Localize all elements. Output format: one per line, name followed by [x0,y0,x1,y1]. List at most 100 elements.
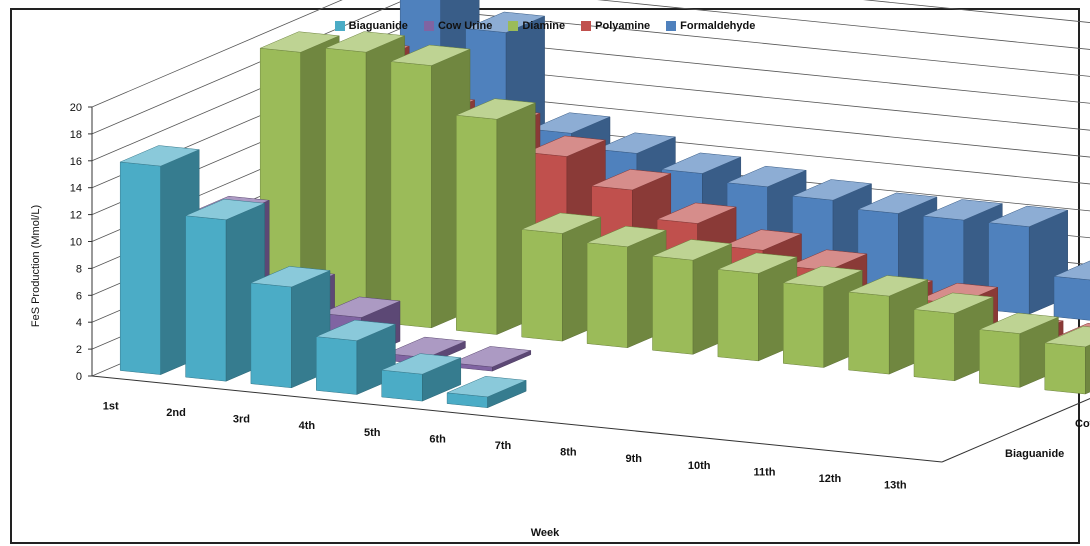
bar-top-face [987,205,1069,227]
bar-front-face [250,282,292,389]
bar-front-face [185,215,227,382]
gridline [441,91,1090,158]
legend-item: Polyamine [581,20,650,32]
bar-top-face [847,275,929,297]
legend-label: Biaguanide [348,20,408,32]
x-axis-line [91,375,943,463]
bar-top-face [119,145,201,167]
bar-front-face [848,291,890,375]
y-tick-label: 2 [76,344,82,356]
x-tick-label: 6th [429,433,446,445]
bar-top-face [446,376,528,398]
chart-legend: Biaguanide Cow Urine Diamine Polyamine Forma… [0,20,1090,32]
x-tick-label: 12th [819,473,842,485]
bar-formaldehyde [1053,260,1090,321]
bar-top-face [525,135,607,157]
bar-front-face [586,242,628,348]
bar-top-face [319,296,401,318]
bar-front-face [717,269,759,362]
y-tick-label: 16 [70,156,82,168]
x-tick-label: 2nd [166,407,186,419]
bar-top-face [520,212,602,234]
bar-top-face [1043,326,1090,348]
bar-top-face [726,165,808,188]
bar-top-face [184,198,266,221]
bar-top-face [324,31,406,53]
bar-front-face [652,255,694,355]
y-axis-label: FeS Production (Mmol/L) [30,204,42,328]
depth-axis-line [941,398,1090,463]
depth-tick-label: Biaguanide [1005,448,1064,460]
bar-front-face [521,229,563,342]
legend-swatch [581,21,592,31]
bar-top-face [782,265,864,288]
bar-front-face [1044,342,1086,395]
y-tick-label: 18 [70,129,82,141]
legend-swatch [666,21,677,31]
y-tick-label: 8 [76,263,82,275]
bar-front-face [979,329,1021,388]
bar-diamine [1043,326,1090,395]
bar-top-face [450,346,532,368]
x-tick-label: 7th [495,440,512,452]
x-tick-label: 1st [103,400,119,412]
legend-swatch [423,21,434,31]
y-tick-label: 6 [76,290,82,302]
bar-biaguanide [446,376,528,409]
bar-top-face [1053,260,1090,281]
legend-swatch [334,21,345,31]
x-tick-label: 5th [364,427,381,439]
depth-tick-label: Cow Urine [1075,418,1090,430]
y-tick-label: 12 [70,210,82,222]
legend-item: Formaldehyde [666,20,755,32]
bar-top-face [590,169,672,191]
bar-top-face [455,98,537,120]
y-tick-label: 20 [70,102,82,114]
bar-front-face [390,61,432,329]
bar-cow-urine [450,346,532,372]
bar-top-face [913,292,995,314]
bar-front-face [456,114,498,335]
bar-top-face [978,312,1060,334]
bar-top-face [380,353,462,375]
x-tick-label: 9th [626,453,643,465]
bar-side-face [1085,344,1090,395]
legend-label: Cow Urine [437,20,493,32]
x-tick-label: 3rd [233,414,250,426]
x-tick-label: 13th [884,480,907,492]
bar-top-face [791,179,873,201]
bar-top-face [464,11,546,33]
bar-biaguanide [380,353,462,402]
bar-top-face [529,112,611,134]
bar-top-face [586,225,668,248]
bar-front-face [913,309,955,382]
bar-front-face [119,161,161,375]
bar-top-face [259,31,341,53]
legend-label: Polyamine [595,20,651,32]
legend-label: Diamine [522,20,566,32]
bar-top-face [660,152,742,174]
y-tick-label: 14 [70,183,82,195]
bar-top-face [716,252,798,274]
bar-top-face [595,132,677,154]
x-axis-label: Week [530,527,560,539]
legend-item: Diamine [508,20,565,32]
gridline [441,37,1090,104]
bar-top-face [315,319,397,341]
legend-item: Cow Urine [423,20,493,32]
bar-top-face [856,192,938,214]
legend-item: Biaguanide [334,20,408,32]
legend-swatch [508,21,519,31]
y-tick-label: 4 [76,317,82,329]
bar-front-face [316,336,358,395]
bar-top-face [389,44,471,66]
gridline [441,64,1090,131]
bar-front-face [381,369,423,402]
bar-front-face [783,282,825,368]
x-tick-label: 10th [688,460,711,472]
gridline [91,0,343,108]
bar-front-face [1053,276,1090,321]
legend-label: Formaldehyde [680,20,756,32]
y-tick-label: 10 [70,237,82,249]
